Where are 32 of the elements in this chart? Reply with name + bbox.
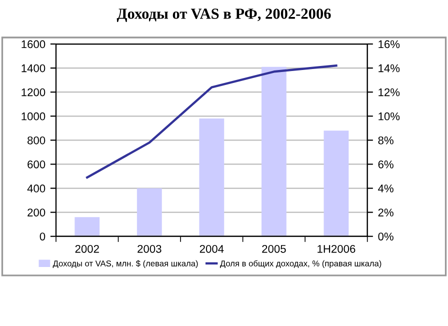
y2-tick-label: 0% (378, 232, 394, 240)
bar (74, 217, 100, 236)
legend-label: Доходы от VAS, млн. $ (левая шкала) (52, 260, 198, 268)
bar (324, 130, 349, 236)
y-tick-label: 1200 (22, 88, 46, 96)
legend-label: Доля в общих доходах, % (правая шкала) (220, 260, 382, 268)
y2-tick-label: 12% (378, 88, 400, 96)
y-tick-label: 1600 (22, 40, 46, 48)
y-tick-label: 1000 (22, 112, 46, 120)
y-tick-label: 1400 (22, 64, 46, 72)
y-tick-label: 400 (27, 184, 46, 192)
bar (199, 118, 224, 236)
y-tick-label: 600 (28, 160, 46, 168)
x-tick-label: 2005 (262, 244, 286, 253)
x-tick-label: 1H2006 (318, 244, 356, 253)
x-tick-label: 2003 (138, 244, 162, 253)
y2-tick-label: 8% (378, 136, 394, 144)
y2-tick-label: 6% (378, 160, 394, 168)
y2-tick-label: 16% (378, 40, 400, 48)
x-tick-label: 2004 (200, 244, 224, 253)
chart-title: Доходы от VAS в РФ, 2002-2006 (116, 8, 331, 22)
y-tick-label: 800 (28, 136, 46, 144)
y2-tick-label: 14% (378, 64, 400, 72)
y-tick-label: 200 (28, 208, 46, 216)
y2-tick-label: 2% (378, 208, 394, 216)
y2-tick-label: 4% (378, 184, 394, 192)
y2-tick-label: 10% (378, 112, 400, 120)
y-tick-label: 0 (40, 232, 46, 240)
bar (262, 66, 286, 236)
line-series (86, 64, 338, 179)
x-tick-label: 2002 (75, 244, 99, 253)
bar (136, 188, 162, 236)
